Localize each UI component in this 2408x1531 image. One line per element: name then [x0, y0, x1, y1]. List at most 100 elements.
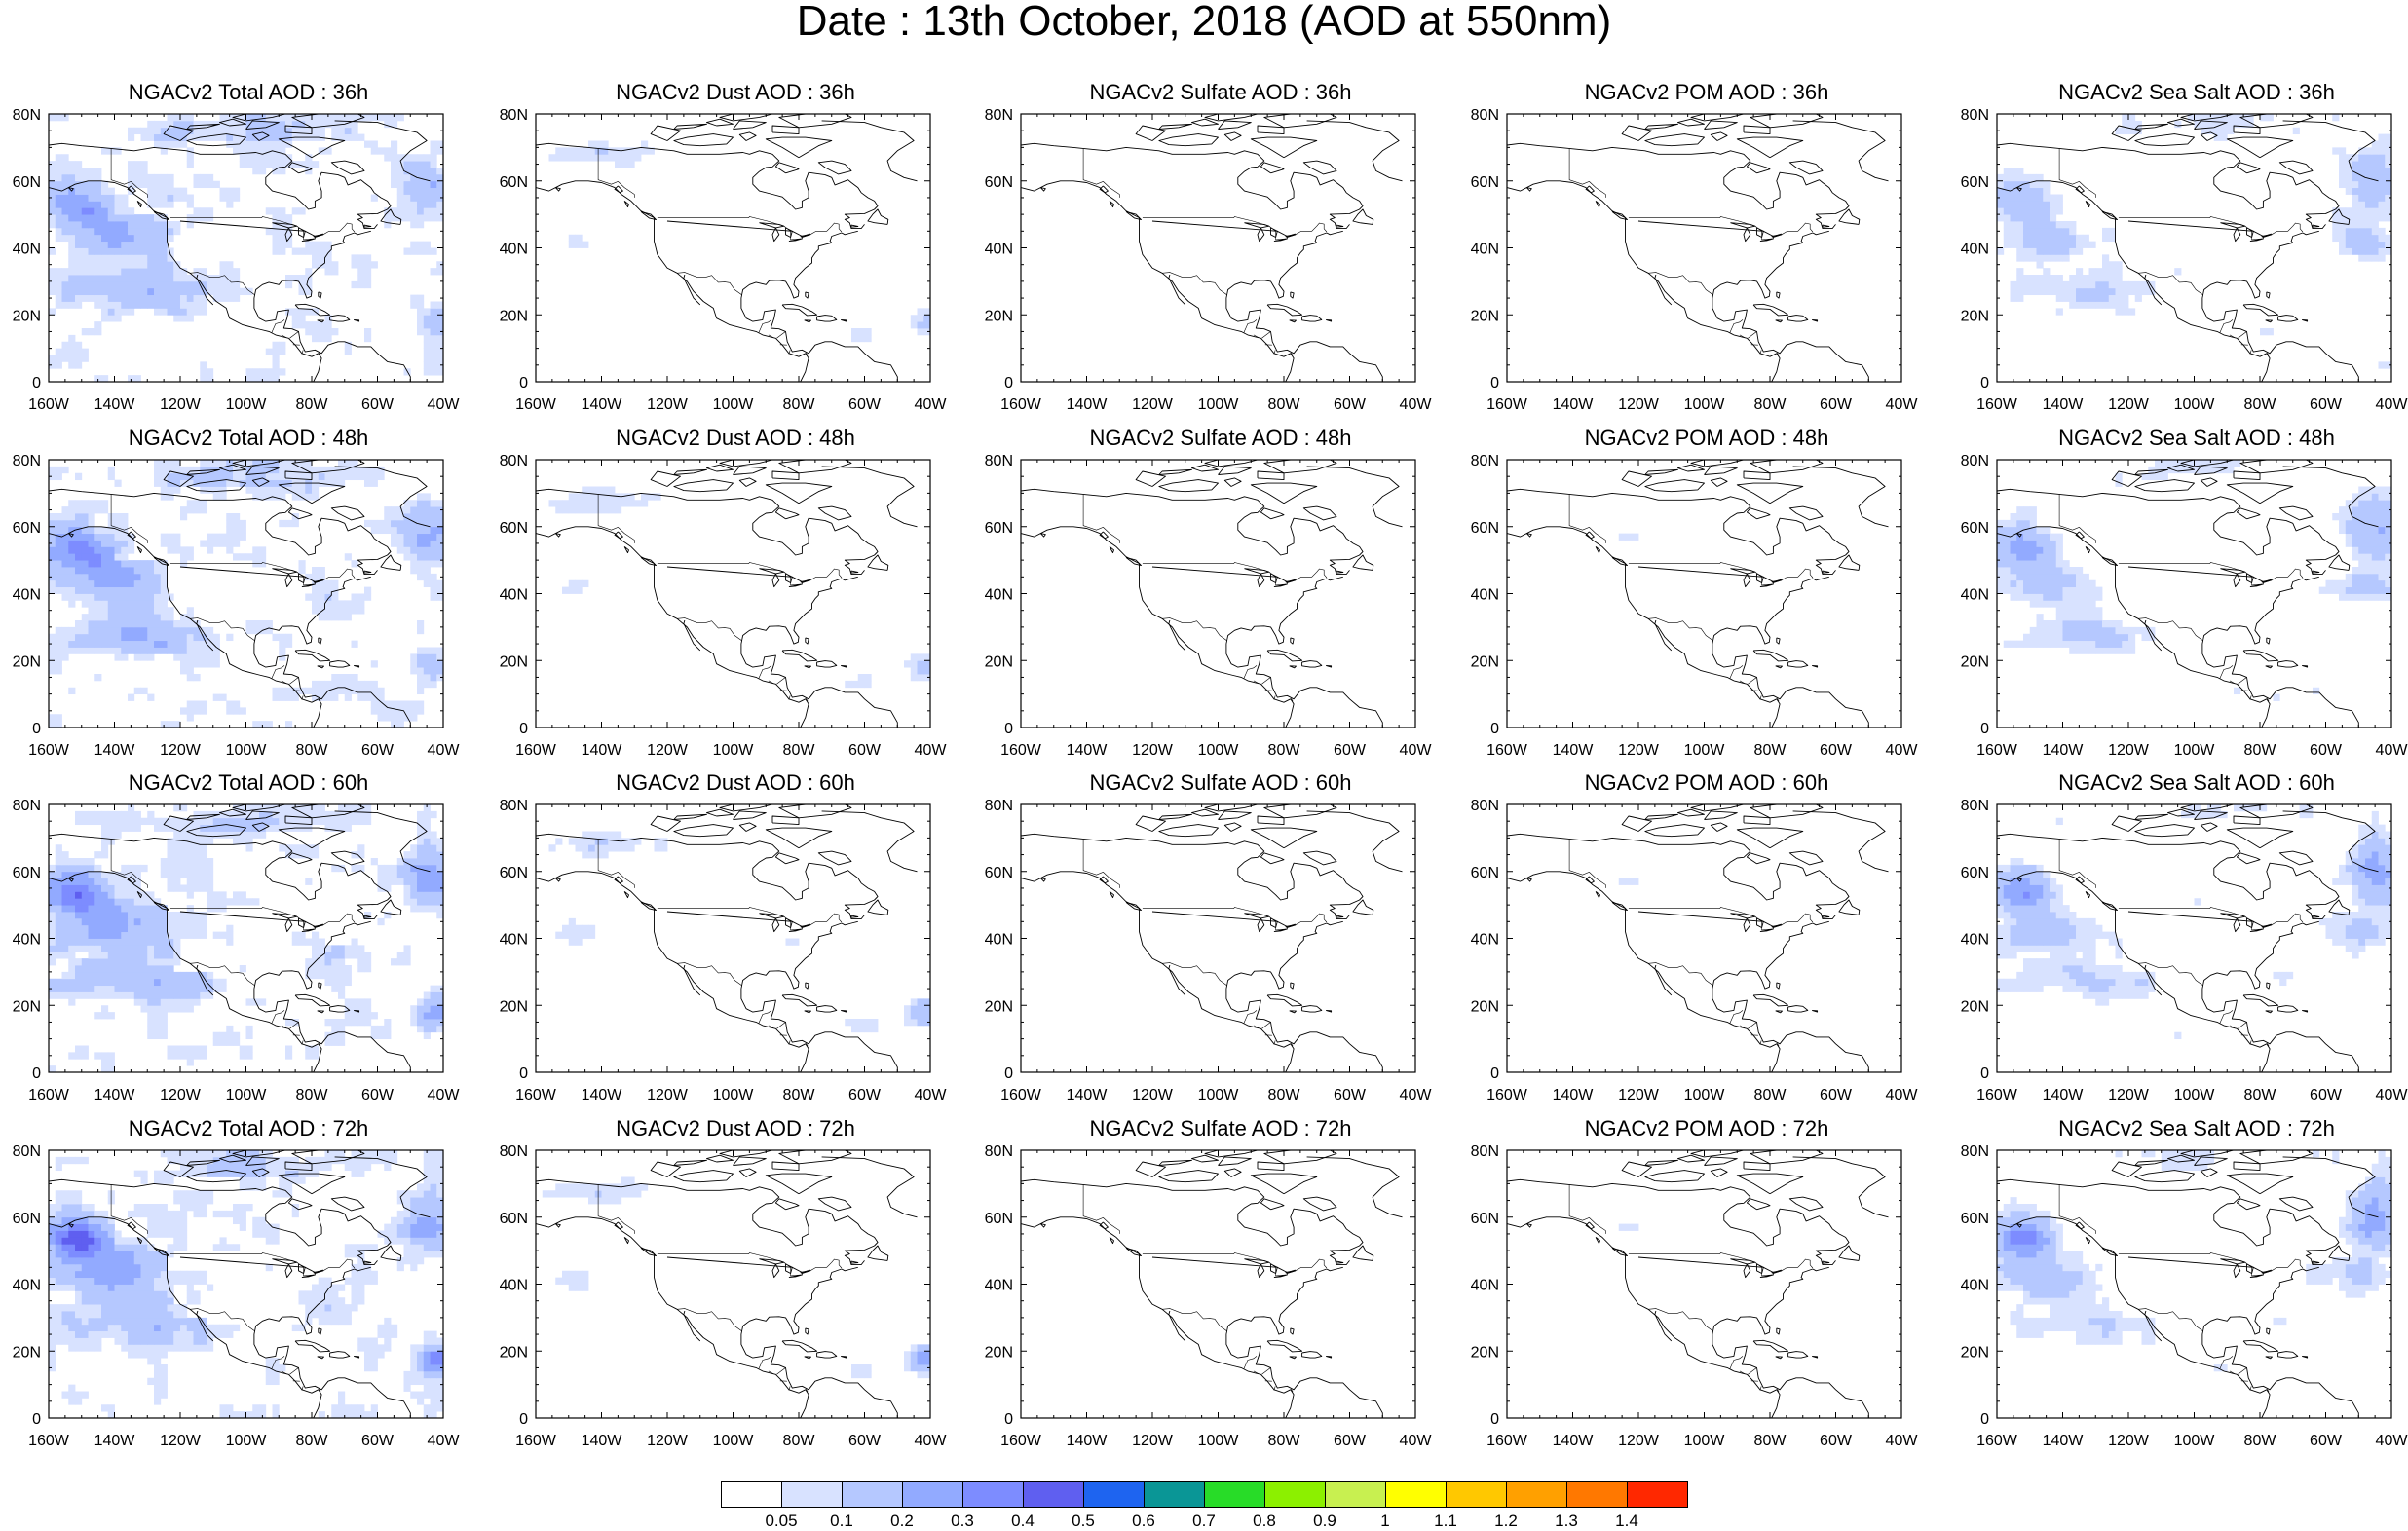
- x-tick-label: 100W: [226, 396, 268, 413]
- panel-pom-aod-48h: NGACv2 POM AOD : 48h 160W 140W 120W 100W 80W 6…: [1458, 426, 1926, 774]
- x-tick-label: 40W: [428, 1433, 461, 1449]
- coastlines: [1020, 459, 1403, 728]
- x-tick-label: 80W: [296, 396, 329, 413]
- coastlines: [48, 803, 431, 1073]
- map-plot: 160W 140W 120W 100W 80W 60W 40W 0 20N 40N 60N 80N: [985, 1143, 1433, 1449]
- x-tick-label: 160W: [1976, 396, 2018, 413]
- x-tick-label: 40W: [2376, 1433, 2408, 1449]
- country-borders: [2058, 1184, 2304, 1393]
- x-tick-label: 80W: [1754, 742, 1787, 759]
- x-tick-label: 60W: [1334, 742, 1367, 759]
- colorbar-swatch: [962, 1481, 1024, 1508]
- x-tick-label: 80W: [2244, 742, 2277, 759]
- map-frame: [1020, 459, 1416, 728]
- country-borders: [1568, 839, 1814, 1047]
- map-plot: 160W 140W 120W 100W 80W 60W 40W 0 20N 40N 60N 80N: [500, 798, 948, 1103]
- y-tick-label: 80N: [13, 1143, 41, 1160]
- x-tick-label: 40W: [2376, 742, 2408, 759]
- x-tick-label: 60W: [1334, 1433, 1367, 1449]
- y-tick-label: 40N: [1961, 242, 1989, 258]
- colorbar-swatch: [721, 1481, 782, 1508]
- panel-sulfate-aod-60h: NGACv2 Sulfate AOD : 60h 160W 140W 120W 100W…: [972, 770, 1440, 1119]
- x-tick-label: 100W: [1684, 1087, 1726, 1103]
- x-tick-label: 80W: [783, 742, 816, 759]
- x-tick-label: 120W: [1132, 396, 1174, 413]
- country-borders: [597, 839, 843, 1047]
- y-tick-label: 0: [519, 375, 528, 392]
- x-tick-label: 120W: [1132, 1433, 1174, 1449]
- map-plot: 160W 140W 120W 100W 80W 60W 40W 0 20N 40N 60N 80N: [13, 798, 461, 1103]
- x-tick-label: 40W: [1400, 742, 1433, 759]
- x-tick-label: 120W: [647, 396, 689, 413]
- colorbar-swatch: [1446, 1481, 1507, 1508]
- colorbar-swatch: [902, 1481, 963, 1508]
- x-tick-label: 160W: [28, 1433, 70, 1449]
- y-tick-label: 80N: [13, 798, 41, 814]
- map-plot: 160W 140W 120W 100W 80W 60W 40W 0 20N 40N 60N 80N: [985, 107, 1433, 413]
- colorbar-swatch: [781, 1481, 843, 1508]
- aod-field: [1618, 1223, 1639, 1231]
- y-tick-label: 40N: [13, 242, 41, 258]
- colorbar-swatch: [1204, 1481, 1265, 1508]
- panel-sulfate-aod-36h: NGACv2 Sulfate AOD : 36h 160W 140W 120W 100W…: [972, 80, 1440, 429]
- colorbar-label: 0.8: [1253, 1512, 1276, 1530]
- aod-field: [1618, 878, 1639, 885]
- y-tick-label: 60N: [500, 174, 528, 191]
- y-tick-label: 60N: [1961, 865, 1989, 881]
- map-frame: [1506, 459, 1902, 728]
- panel-total-aod-48h: NGACv2 Total AOD : 48h 160W 140W 120W 100W 80…: [0, 426, 468, 774]
- x-tick-label: 60W: [848, 396, 882, 413]
- y-tick-label: 40N: [985, 587, 1013, 604]
- y-tick-label: 80N: [500, 1143, 528, 1160]
- y-tick-label: 20N: [13, 1344, 41, 1361]
- map-plot: 160W 140W 120W 100W 80W 60W 40W 0 20N 40N 60N 80N: [13, 1143, 461, 1449]
- y-tick-label: 40N: [985, 1278, 1013, 1294]
- y-tick-label: 80N: [1471, 453, 1499, 469]
- y-tick-label: 20N: [500, 1344, 528, 1361]
- colorbar-swatch: [1144, 1481, 1205, 1508]
- panel-title: NGACv2 Dust AOD : 48h: [616, 426, 855, 450]
- y-tick-label: 20N: [1471, 308, 1499, 324]
- aod-field: [1997, 114, 2392, 369]
- y-tick-label: 20N: [985, 1344, 1013, 1361]
- y-tick-label: 80N: [500, 798, 528, 814]
- x-tick-label: 140W: [582, 742, 623, 759]
- map-frame: [1020, 1149, 1416, 1419]
- x-tick-label: 100W: [1684, 396, 1726, 413]
- map-plot: 160W 140W 120W 100W 80W 60W 40W 0 20N 40N 60N 80N: [1961, 107, 2408, 413]
- x-tick-label: 80W: [2244, 396, 2277, 413]
- y-tick-label: 20N: [985, 998, 1013, 1015]
- map-frame: [1506, 803, 1902, 1073]
- aod-field: [49, 114, 444, 383]
- aod-field: [49, 460, 444, 728]
- map-plot: 160W 140W 120W 100W 80W 60W 40W 0 20N 40N 60N 80N: [1961, 798, 2408, 1103]
- x-tick-label: 160W: [1486, 1087, 1528, 1103]
- x-tick-label: 140W: [2043, 1087, 2085, 1103]
- panel-sea-salt-aod-48h: NGACv2 Sea Salt AOD : 48h 160W 140W 120W 100…: [1948, 426, 2408, 774]
- aod-field: [1997, 1150, 2392, 1372]
- x-tick-label: 120W: [1618, 396, 1660, 413]
- panel-title: NGACv2 Sea Salt AOD : 60h: [2058, 770, 2335, 795]
- y-tick-label: 0: [1980, 721, 1989, 737]
- y-tick-label: 80N: [1961, 107, 1989, 124]
- x-tick-label: 40W: [915, 742, 948, 759]
- colorbar-swatch: [842, 1481, 903, 1508]
- colorbar-swatch: [1083, 1481, 1145, 1508]
- x-tick-label: 80W: [783, 1087, 816, 1103]
- panel-pom-aod-72h: NGACv2 POM AOD : 72h 160W 140W 120W 100W 80W 6…: [1458, 1116, 1926, 1465]
- y-tick-label: 60N: [985, 1211, 1013, 1227]
- y-tick-label: 0: [519, 1065, 528, 1082]
- x-tick-label: 120W: [647, 742, 689, 759]
- x-tick-label: 80W: [1754, 1087, 1787, 1103]
- panel-title: NGACv2 Total AOD : 60h: [128, 770, 369, 795]
- country-borders: [1082, 839, 1328, 1047]
- x-tick-label: 160W: [1486, 396, 1528, 413]
- y-tick-label: 60N: [13, 520, 41, 537]
- page-title: Date : 13th October, 2018 (AOD at 550nm): [796, 0, 1612, 45]
- y-tick-label: 80N: [1471, 798, 1499, 814]
- x-tick-label: 160W: [515, 1087, 557, 1103]
- map-plot: 160W 140W 120W 100W 80W 60W 40W 0 20N 40N 60N 80N: [1961, 453, 2408, 759]
- map-plot: 160W 140W 120W 100W 80W 60W 40W 0 20N 40N 60N 80N: [1961, 1143, 2408, 1449]
- x-tick-label: 140W: [94, 396, 136, 413]
- y-tick-label: 20N: [1961, 653, 1989, 670]
